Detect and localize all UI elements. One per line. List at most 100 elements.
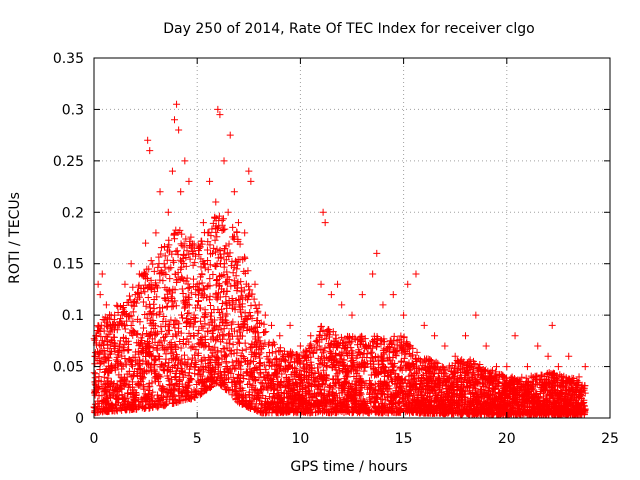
data-point — [367, 384, 375, 392]
data-point — [563, 376, 571, 384]
data-point — [372, 386, 380, 394]
data-point — [200, 229, 208, 237]
data-point — [230, 362, 238, 370]
data-point — [160, 243, 168, 251]
data-point — [165, 287, 173, 295]
data-point — [214, 361, 222, 369]
data-point — [177, 344, 185, 352]
data-point — [111, 385, 119, 393]
data-point — [240, 374, 248, 382]
data-point — [167, 293, 175, 301]
data-point — [135, 366, 143, 374]
data-point — [322, 335, 330, 343]
data-point — [212, 323, 220, 331]
data-point — [305, 388, 313, 396]
data-point — [159, 383, 167, 391]
data-point — [148, 321, 156, 329]
data-point — [212, 336, 220, 344]
data-point — [214, 347, 222, 355]
data-point — [405, 343, 413, 351]
data-point — [176, 359, 184, 367]
data-point — [158, 386, 166, 394]
data-point — [276, 357, 284, 365]
data-point — [108, 361, 116, 369]
data-point — [200, 260, 208, 268]
data-point — [408, 407, 416, 415]
data-point — [210, 244, 218, 252]
data-point — [128, 362, 136, 370]
data-point — [151, 338, 159, 346]
data-point — [259, 385, 267, 393]
data-point — [206, 292, 214, 300]
data-point — [246, 286, 254, 294]
data-point — [250, 295, 258, 303]
data-point — [276, 347, 284, 355]
data-point — [518, 373, 526, 381]
data-point — [253, 323, 261, 331]
data-point — [287, 371, 295, 379]
data-point — [369, 360, 377, 368]
data-point — [174, 251, 182, 259]
data-point — [148, 379, 156, 387]
data-point — [310, 400, 318, 408]
data-point — [118, 365, 126, 373]
data-point — [336, 379, 344, 387]
data-point — [333, 342, 340, 350]
data-point — [388, 391, 396, 399]
data-point — [164, 322, 172, 330]
data-point — [249, 381, 257, 389]
data-point — [183, 335, 191, 343]
data-point — [191, 351, 199, 359]
data-point — [169, 302, 177, 310]
data-point — [183, 247, 191, 255]
data-point — [224, 273, 232, 281]
data-point — [213, 233, 221, 241]
data-point — [220, 260, 228, 268]
data-point — [145, 404, 153, 412]
data-point — [454, 365, 462, 373]
data-point — [222, 299, 230, 307]
data-point — [438, 396, 446, 404]
data-point — [209, 345, 217, 353]
data-point — [187, 233, 195, 241]
data-point — [429, 387, 437, 395]
data-point — [153, 345, 161, 353]
data-point — [204, 238, 212, 246]
data-point — [159, 366, 167, 374]
data-point — [355, 399, 363, 407]
data-point — [268, 349, 276, 357]
data-point — [215, 369, 223, 377]
data-point — [581, 382, 589, 390]
data-point — [215, 272, 223, 280]
data-point — [229, 318, 237, 326]
data-point — [235, 384, 243, 392]
data-point — [181, 304, 189, 312]
data-point — [237, 365, 245, 373]
data-point — [211, 248, 219, 256]
data-point — [271, 361, 279, 369]
data-point — [489, 384, 497, 392]
data-point — [284, 398, 292, 406]
data-point — [206, 312, 214, 320]
data-point — [371, 399, 379, 407]
data-point — [212, 224, 220, 232]
data-point — [306, 390, 314, 398]
data-point — [157, 337, 165, 345]
data-point — [126, 357, 134, 365]
data-point — [94, 322, 102, 330]
data-point — [154, 263, 162, 271]
data-point — [189, 240, 197, 248]
data-point — [151, 288, 159, 296]
data-point — [508, 375, 516, 383]
data-point — [247, 302, 255, 310]
data-point — [249, 373, 257, 381]
data-point — [407, 352, 415, 360]
data-point — [228, 365, 236, 373]
data-point — [195, 251, 203, 259]
data-point — [266, 393, 274, 401]
data-point — [425, 384, 433, 392]
data-point — [143, 275, 151, 283]
data-point — [244, 312, 252, 320]
data-point — [149, 260, 157, 268]
data-point — [150, 296, 158, 304]
